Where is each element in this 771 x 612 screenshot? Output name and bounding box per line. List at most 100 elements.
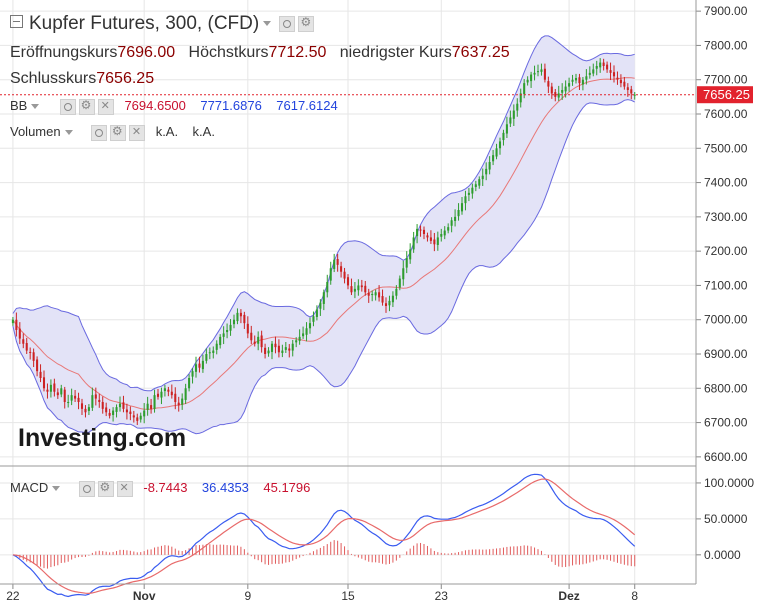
candle-body xyxy=(516,103,519,111)
candle-body xyxy=(264,347,267,354)
candle-body xyxy=(388,300,391,306)
candle-body xyxy=(519,93,522,103)
chevron-down-icon[interactable] xyxy=(64,130,73,136)
candle-body xyxy=(492,155,495,162)
y-tick-label: 6800.00 xyxy=(704,381,748,395)
candle-body xyxy=(443,230,446,236)
low-value: 7637.25 xyxy=(451,44,510,61)
candle-body xyxy=(136,417,139,421)
candle-body xyxy=(454,216,457,221)
candle-body xyxy=(426,235,429,238)
price-tag: 7656.25 xyxy=(697,86,753,104)
candle-body xyxy=(250,332,253,341)
macd-legend[interactable]: MACD -8.7443 36.4353 45.1796 xyxy=(10,480,310,497)
close-icon[interactable] xyxy=(128,124,145,141)
chevron-down-icon[interactable] xyxy=(52,486,61,492)
eye-icon[interactable] xyxy=(78,480,95,497)
gear-icon[interactable] xyxy=(78,98,95,115)
candle-body xyxy=(32,352,35,361)
candle-body xyxy=(188,378,191,389)
bb-lower-line xyxy=(12,99,635,435)
bb-name: BB xyxy=(10,98,28,113)
bb-legend[interactable]: BB 7694.6500 7771.6876 7617.6124 xyxy=(10,98,338,115)
candle-body xyxy=(478,179,481,186)
candle-body xyxy=(405,258,408,268)
gear-icon[interactable] xyxy=(298,15,315,32)
candle-body xyxy=(181,398,184,405)
candle-body xyxy=(543,68,546,80)
candle-body xyxy=(602,62,605,66)
candle-body xyxy=(378,292,381,298)
candle-body xyxy=(156,393,160,397)
candle-body xyxy=(205,354,208,361)
axes: 6600.00 6700.00 6800.00 6900.00 7000.00 7100.… xyxy=(6,4,754,603)
candle-body xyxy=(25,343,28,351)
candle-body xyxy=(274,343,277,348)
candle-body xyxy=(450,220,453,226)
candle-body xyxy=(150,405,153,409)
candle-body xyxy=(219,336,222,346)
candle-body xyxy=(585,76,588,80)
eye-icon[interactable] xyxy=(59,98,76,115)
candle-body xyxy=(488,162,491,170)
close-label: Schlusskurs xyxy=(10,70,97,87)
candle-body xyxy=(239,312,242,317)
close-icon[interactable] xyxy=(97,98,114,115)
candle-body xyxy=(609,70,612,73)
candle-body xyxy=(409,249,412,260)
close-line: Schlusskurs7656.25 xyxy=(10,70,154,88)
gear-icon[interactable] xyxy=(97,480,114,497)
macd-line xyxy=(12,473,636,598)
candle-body xyxy=(498,141,502,149)
candle-body xyxy=(42,377,46,389)
y-tick-label: 6700.00 xyxy=(704,416,748,430)
candle-body xyxy=(267,350,270,354)
macd-hist-value: -8.7443 xyxy=(143,480,188,495)
eye-icon[interactable] xyxy=(90,124,107,141)
candle-body xyxy=(429,237,432,241)
candle-body xyxy=(15,319,18,330)
candle-body xyxy=(281,350,284,353)
candle-body xyxy=(416,228,419,237)
candle-body xyxy=(533,72,536,75)
candle-body xyxy=(578,77,581,84)
volume-value-2: k.A. xyxy=(192,124,215,139)
y-tick-label: 6900.00 xyxy=(704,347,748,361)
candle-body xyxy=(153,395,156,409)
candle-body xyxy=(485,168,488,175)
candle-body xyxy=(201,360,204,370)
candle-body xyxy=(536,71,540,73)
candle-body xyxy=(326,282,329,293)
collapse-icon[interactable] xyxy=(10,15,23,29)
volume-legend[interactable]: Volumen k.A. k.A. xyxy=(10,124,215,141)
candle-body xyxy=(381,296,384,303)
candle-body xyxy=(70,395,73,401)
candle-body xyxy=(564,86,567,92)
candle-body xyxy=(550,86,553,94)
eye-icon[interactable] xyxy=(279,15,296,32)
candle-body xyxy=(94,394,97,399)
macd-name: MACD xyxy=(10,480,49,495)
candle-body xyxy=(36,359,39,372)
candle-body xyxy=(246,323,249,334)
candle-body xyxy=(350,286,353,293)
candle-body xyxy=(319,302,322,309)
candle-body xyxy=(91,395,94,408)
candle-body xyxy=(277,345,280,353)
candle-body xyxy=(125,409,128,413)
candle-body xyxy=(288,348,291,351)
gear-icon[interactable] xyxy=(109,124,126,141)
close-icon[interactable] xyxy=(116,480,133,497)
chevron-down-icon[interactable] xyxy=(263,21,272,27)
chevron-down-icon[interactable] xyxy=(31,104,40,110)
macd-signal-value: 45.1796 xyxy=(263,480,311,495)
chart-title[interactable]: Kupfer Futures, 300, (CFD) xyxy=(10,13,315,35)
x-tick-label: 9 xyxy=(244,589,251,603)
candle-body xyxy=(395,288,398,296)
candle-body xyxy=(22,339,25,344)
y-tick-label: 7200.00 xyxy=(704,244,748,258)
macd-y-tick-label: 100.0000 xyxy=(704,476,754,490)
candle-body xyxy=(243,314,246,324)
candle-body xyxy=(595,66,598,69)
